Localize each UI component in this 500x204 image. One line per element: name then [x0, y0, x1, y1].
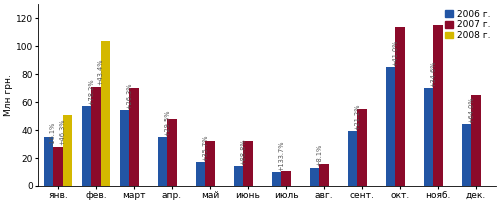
Text: +41.0%: +41.0% — [392, 39, 398, 66]
Bar — [472, 95, 481, 186]
Bar — [386, 67, 396, 186]
Bar — [396, 27, 405, 186]
Legend: 2006 г., 2007 г., 2008 г.: 2006 г., 2007 г., 2008 г. — [444, 9, 492, 41]
Text: +43.4%: +43.4% — [98, 59, 103, 85]
Bar — [120, 110, 129, 186]
Bar — [44, 137, 53, 186]
Text: +29.5%: +29.5% — [164, 109, 170, 136]
Bar — [462, 124, 471, 186]
Bar — [243, 141, 252, 186]
Text: +34.6%: +34.6% — [430, 60, 436, 87]
Text: +26.3%: +26.3% — [126, 83, 132, 109]
Bar — [91, 87, 101, 186]
Bar — [348, 131, 357, 186]
Bar — [196, 162, 205, 186]
Bar — [129, 88, 138, 186]
Text: +21.2%: +21.2% — [354, 104, 360, 130]
Y-axis label: Млн грн.: Млн грн. — [4, 74, 13, 116]
Bar — [272, 172, 281, 186]
Bar — [205, 141, 214, 186]
Bar — [53, 147, 62, 186]
Bar — [62, 115, 72, 186]
Text: +8.1%: +8.1% — [316, 144, 322, 166]
Bar — [234, 166, 243, 186]
Bar — [281, 171, 290, 186]
Text: +133.7%: +133.7% — [278, 140, 284, 171]
Bar — [82, 106, 91, 186]
Text: -16.1%: -16.1% — [50, 122, 56, 145]
Bar — [319, 164, 328, 186]
Bar — [357, 109, 367, 186]
Bar — [424, 88, 434, 186]
Bar — [434, 25, 443, 186]
Text: +64.0%: +64.0% — [468, 96, 474, 123]
Text: +88.8%: +88.8% — [240, 138, 246, 165]
Bar — [167, 119, 176, 186]
Text: +35.7%: +35.7% — [202, 134, 208, 161]
Bar — [100, 41, 110, 186]
Bar — [310, 168, 319, 186]
Text: +46.3%: +46.3% — [60, 119, 66, 145]
Bar — [158, 137, 167, 186]
Text: +78.2%: +78.2% — [88, 78, 94, 105]
